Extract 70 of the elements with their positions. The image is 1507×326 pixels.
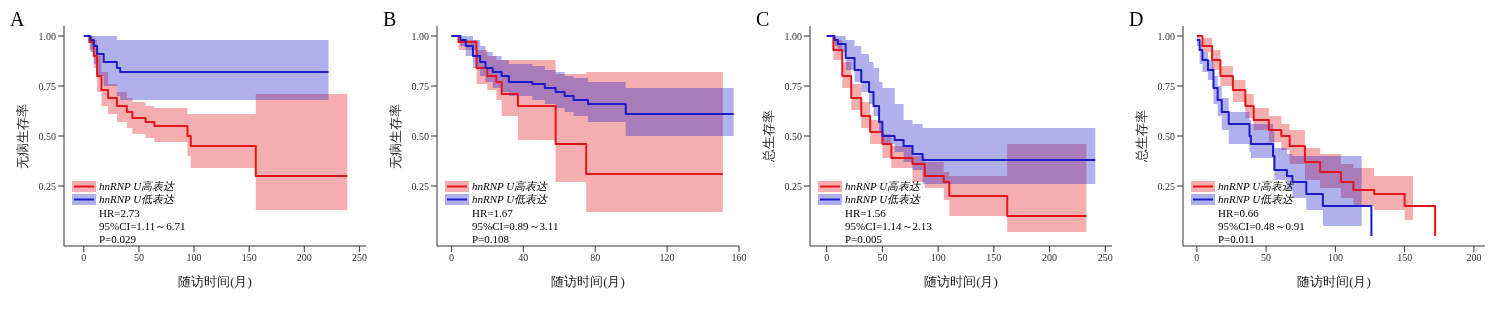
y-tick-label: 1.00 <box>1157 30 1175 42</box>
x-tick-label: 150 <box>986 252 1002 264</box>
chart-title: A <box>10 8 25 31</box>
y-tick-label: 0.50 <box>1157 130 1175 142</box>
y-tick-label: 0.75 <box>38 80 56 92</box>
annotation: P=0.029 <box>99 233 138 246</box>
annotation: 95%CI=0.89～3.11 <box>472 220 559 233</box>
x-tick-label: 0 <box>824 252 830 264</box>
annotation: 95%CI=1.14～2.13 <box>845 220 932 233</box>
legend-label: hnRNP U低表达 <box>472 193 548 206</box>
legend-label: hnRNP U低表达 <box>1218 193 1294 206</box>
annotation: HR=0.66 <box>1218 207 1260 220</box>
x-axis-title: 随访时间(月) <box>1297 274 1371 289</box>
x-tick-label: 0 <box>448 252 454 264</box>
x-tick-label: 250 <box>351 252 367 264</box>
y-tick-label: 0.50 <box>784 130 802 142</box>
x-axis-title: 随访时间(月) <box>178 274 252 289</box>
x-tick-label: 80 <box>590 252 601 264</box>
legend-label: hnRNP U高表达 <box>845 180 921 193</box>
x-tick-label: 200 <box>1466 252 1482 264</box>
y-tick-label: 0.25 <box>411 180 429 192</box>
x-tick-label: 50 <box>877 252 888 264</box>
y-tick-label: 0.75 <box>784 80 802 92</box>
x-tick-label: 100 <box>930 252 946 264</box>
y-tick-label: 0.75 <box>1157 80 1175 92</box>
y-tick-label: 1.00 <box>784 30 802 42</box>
annotation: 95%CI=0.48～0.91 <box>1218 220 1305 233</box>
y-axis-title: 无病生存率 <box>14 103 30 169</box>
x-tick-label: 200 <box>1042 252 1058 264</box>
legend-label: hnRNP U低表达 <box>845 193 921 206</box>
x-tick-label: 200 <box>296 252 312 264</box>
legend-label: hnRNP U高表达 <box>1218 180 1294 193</box>
chart-title: D <box>1129 8 1144 31</box>
y-tick-label: 1.00 <box>411 30 429 42</box>
x-tick-label: 40 <box>518 252 529 264</box>
x-tick-label: 250 <box>1097 252 1113 264</box>
x-tick-label: 50 <box>1261 252 1272 264</box>
y-tick-label: 1.00 <box>38 30 56 42</box>
y-tick-label: 0.25 <box>38 180 56 192</box>
y-tick-label: 0.75 <box>411 80 429 92</box>
x-tick-label: 160 <box>731 252 747 264</box>
y-axis-title: 无病生存率 <box>387 103 403 169</box>
y-axis-title: 总生存率 <box>1133 110 1149 163</box>
annotation: P=0.005 <box>845 233 884 246</box>
legend-label: hnRNP U高表达 <box>472 180 548 193</box>
y-tick-label: 0.50 <box>411 130 429 142</box>
y-tick-label: 0.25 <box>1157 180 1175 192</box>
annotation: HR=1.67 <box>472 207 514 220</box>
y-tick-label: 0.50 <box>38 130 56 142</box>
annotation: P=0.011 <box>1218 233 1256 246</box>
x-tick-label: 150 <box>1397 252 1413 264</box>
x-tick-label: 100 <box>186 252 202 264</box>
x-tick-label: 100 <box>1327 252 1343 264</box>
annotation: P=0.108 <box>472 233 511 246</box>
annotation: HR=1.56 <box>845 207 887 220</box>
annotation: HR=2.73 <box>99 207 141 220</box>
x-tick-label: 120 <box>659 252 675 264</box>
x-axis-title: 随访时间(月) <box>924 274 998 289</box>
x-tick-label: 0 <box>81 252 87 264</box>
y-tick-label: 0.25 <box>784 180 802 192</box>
x-axis-title: 随访时间(月) <box>551 274 625 289</box>
chart-title: C <box>756 8 770 31</box>
x-tick-label: 150 <box>241 252 257 264</box>
chart-title: B <box>383 8 397 31</box>
x-tick-label: 0 <box>1194 252 1200 264</box>
legend-label: hnRNP U高表达 <box>99 180 175 193</box>
legend-label: hnRNP U低表达 <box>99 193 175 206</box>
x-tick-label: 50 <box>133 252 144 264</box>
y-axis-title: 总生存率 <box>760 110 776 163</box>
annotation: 95%CI=1.11～6.71 <box>99 220 186 233</box>
